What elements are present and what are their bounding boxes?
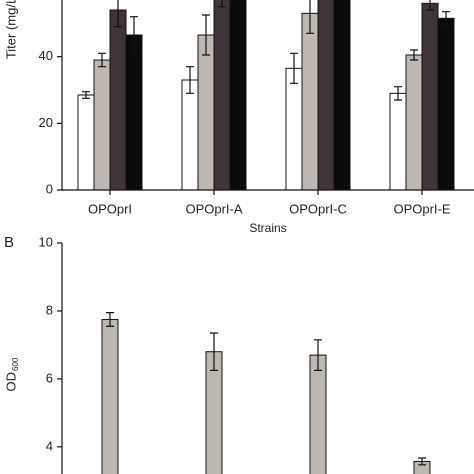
x-axis-label: Strains	[249, 221, 286, 235]
error-bar	[202, 14, 210, 56]
x-tick-label: OPOprI-E	[393, 201, 450, 216]
error-bar	[186, 66, 194, 94]
y-axis-label: Titer (mg/L	[3, 0, 18, 59]
error-bar	[426, 0, 434, 11]
bar	[109, 9, 127, 190]
bar	[197, 34, 215, 190]
error-bar	[130, 16, 138, 54]
bar	[229, 0, 247, 190]
error-bar	[410, 49, 418, 61]
y-tick-label: 20	[39, 115, 53, 130]
error-bar	[82, 91, 90, 99]
bar	[333, 0, 351, 190]
y-tick-label: 6	[46, 370, 53, 385]
bar	[317, 0, 335, 190]
error-bar	[114, 0, 122, 28]
y-tick-label: 40	[39, 48, 53, 63]
y-axis-label-sub: 600	[11, 357, 20, 371]
bar	[181, 79, 199, 190]
bar	[405, 54, 423, 190]
bar	[77, 94, 95, 190]
bar	[125, 34, 143, 190]
bar	[213, 0, 231, 190]
y-tick-label: 4	[46, 438, 53, 453]
error-bar	[210, 332, 218, 371]
error-bar	[106, 312, 114, 327]
bar	[309, 354, 327, 474]
y-tick-label: 0	[46, 181, 53, 196]
panel-label: B	[4, 234, 14, 251]
error-bar	[290, 52, 298, 84]
x-tick-label: OPOprI-C	[289, 201, 347, 216]
x-tick-label: OPOprI-A	[185, 201, 242, 216]
bar	[437, 17, 455, 190]
plot-area	[77, 0, 455, 190]
y-axis-label: OD	[3, 372, 18, 392]
error-bar	[418, 457, 426, 466]
x-tick-label: OPOprI	[88, 201, 132, 216]
bar	[101, 318, 119, 474]
plot-area	[101, 312, 431, 474]
bar	[389, 92, 407, 190]
y-tick-label: 8	[46, 302, 53, 317]
error-bar	[306, 0, 314, 34]
error-bar	[98, 52, 106, 68]
bar	[285, 67, 303, 190]
error-bar	[442, 11, 450, 26]
y-tick-label: 10	[39, 234, 53, 249]
bar	[301, 12, 319, 190]
error-bar	[218, 0, 226, 8]
error-bar	[394, 86, 402, 101]
bar	[421, 2, 439, 190]
error-bar	[314, 339, 322, 371]
bar	[93, 59, 111, 190]
